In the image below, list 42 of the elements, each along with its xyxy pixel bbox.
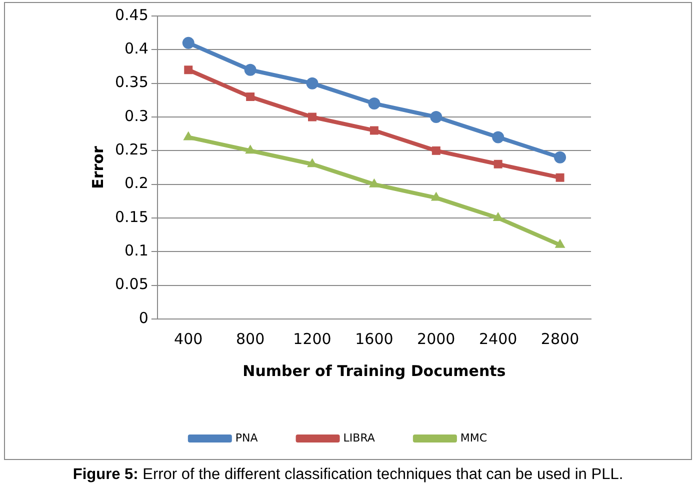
point bbox=[368, 98, 380, 110]
point bbox=[308, 112, 316, 122]
x-tick-label: 2400 bbox=[478, 330, 518, 348]
x-tick-label: 400 bbox=[174, 330, 203, 348]
point bbox=[430, 111, 442, 123]
point bbox=[244, 64, 256, 76]
point bbox=[182, 36, 194, 49]
y-tick-label: 0 bbox=[138, 308, 148, 327]
point bbox=[245, 144, 256, 154]
x-tick-label: 2800 bbox=[540, 330, 580, 348]
point bbox=[307, 158, 318, 168]
point bbox=[184, 66, 193, 74]
y-tick-label: 0.45 bbox=[114, 6, 148, 24]
y-tick-label: 0.25 bbox=[114, 140, 148, 159]
y-axis-title: Error bbox=[88, 146, 107, 189]
point bbox=[306, 77, 318, 90]
point bbox=[432, 146, 440, 155]
point bbox=[492, 131, 504, 144]
point bbox=[494, 160, 502, 168]
x-tick-label: 800 bbox=[236, 330, 265, 348]
y-tick-label: 0.35 bbox=[114, 73, 148, 92]
point bbox=[369, 178, 380, 188]
point bbox=[246, 92, 255, 102]
y-tick-label: 0.15 bbox=[114, 208, 148, 226]
y-tick-label: 0.05 bbox=[114, 275, 148, 294]
legend-label: PNA bbox=[235, 431, 258, 444]
legend-label: LIBRA bbox=[343, 431, 376, 444]
point bbox=[183, 131, 194, 140]
point bbox=[554, 238, 566, 248]
x-axis-title: Number of Training Documents bbox=[242, 362, 506, 380]
legend-label: MMC bbox=[460, 431, 488, 444]
point bbox=[554, 151, 566, 164]
y-tick-label: 0.2 bbox=[124, 174, 148, 192]
y-tick-label: 0.3 bbox=[124, 106, 148, 125]
caption: Figure 5: Error of the different classification techniques that can be used in PLL. bbox=[72, 466, 624, 484]
point bbox=[556, 173, 564, 182]
x-tick-label: 1200 bbox=[293, 330, 332, 348]
point bbox=[370, 126, 378, 135]
y-tick-label: 0.1 bbox=[124, 242, 148, 260]
y-tick-label: 0.4 bbox=[124, 40, 148, 58]
x-tick-label: 2000 bbox=[417, 330, 456, 348]
x-tick-label: 1600 bbox=[355, 330, 394, 348]
